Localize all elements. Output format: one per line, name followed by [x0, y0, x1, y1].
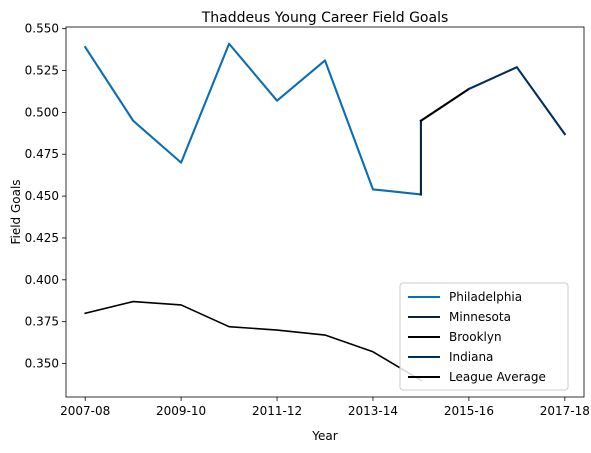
series-line-2 — [419, 87, 471, 123]
series-line-4 — [84, 300, 423, 382]
y-tick-label: 0.525 — [25, 64, 59, 78]
legend-label: Minnesota — [449, 310, 511, 324]
x-tick-label: 2011-12 — [252, 404, 302, 418]
y-axis-title: Field Goals — [9, 179, 23, 244]
x-tick-label: 2009-10 — [156, 404, 206, 418]
legend-label: Brooklyn — [449, 330, 502, 344]
y-tick-label: 0.425 — [25, 231, 59, 245]
legend-label: League Average — [449, 370, 546, 384]
y-tick-label: 0.475 — [25, 147, 59, 161]
x-tick-label: 2007-08 — [60, 404, 110, 418]
series-layer — [83, 42, 567, 382]
x-axis: 2007-08 2009-10 2011-12 2013-14 2015-16 2017-… — [60, 397, 590, 418]
x-tick-label: 2017-18 — [540, 404, 590, 418]
chart-title: Thaddeus Young Career Field Goals — [201, 10, 449, 26]
legend-label: Indiana — [449, 350, 493, 364]
legend: Philadelphia Minnesota Brooklyn Indiana Leag… — [399, 282, 569, 391]
y-tick-label: 0.450 — [25, 189, 59, 203]
y-tick-label: 0.400 — [25, 273, 59, 287]
x-tick-label: 2013-14 — [348, 404, 398, 418]
y-tick-label: 0.350 — [25, 357, 59, 371]
x-axis-title: Year — [311, 429, 337, 443]
legend-label: Philadelphia — [449, 290, 522, 304]
legend-box — [399, 282, 569, 391]
y-axis: 0.350 0.375 0.400 0.425 0.450 0.475 0.500 0.525… — [25, 22, 66, 371]
y-tick-label: 0.550 — [25, 22, 59, 36]
y-tick-label: 0.375 — [25, 315, 59, 329]
x-tick-label: 2015-16 — [444, 404, 494, 418]
plot-frame — [65, 26, 585, 398]
series-line-0 — [83, 42, 423, 196]
y-tick-label: 0.500 — [25, 105, 59, 119]
series-line-3 — [467, 66, 567, 136]
